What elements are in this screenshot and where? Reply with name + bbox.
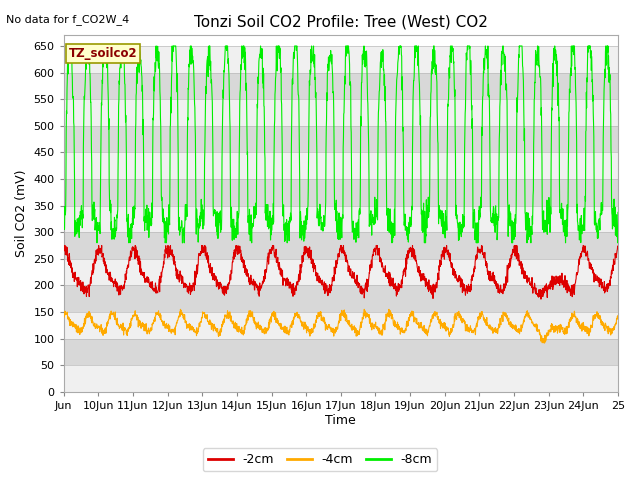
Bar — [64, 338, 618, 365]
Bar — [64, 99, 618, 126]
Text: TZ_soilco2: TZ_soilco2 — [69, 47, 138, 60]
Bar — [64, 312, 618, 338]
Bar — [64, 286, 618, 312]
X-axis label: Time: Time — [326, 414, 356, 427]
Bar — [64, 126, 618, 152]
Y-axis label: Soil CO2 (mV): Soil CO2 (mV) — [15, 170, 28, 257]
Text: No data for f_CO2W_4: No data for f_CO2W_4 — [6, 14, 130, 25]
Title: Tonzi Soil CO2 Profile: Tree (West) CO2: Tonzi Soil CO2 Profile: Tree (West) CO2 — [194, 15, 488, 30]
Bar — [64, 179, 618, 205]
Bar — [64, 152, 618, 179]
Bar — [64, 259, 618, 286]
Bar — [64, 46, 618, 72]
Bar — [64, 72, 618, 99]
Bar — [64, 365, 618, 392]
Bar — [64, 205, 618, 232]
Bar — [64, 232, 618, 259]
Legend: -2cm, -4cm, -8cm: -2cm, -4cm, -8cm — [203, 448, 437, 471]
